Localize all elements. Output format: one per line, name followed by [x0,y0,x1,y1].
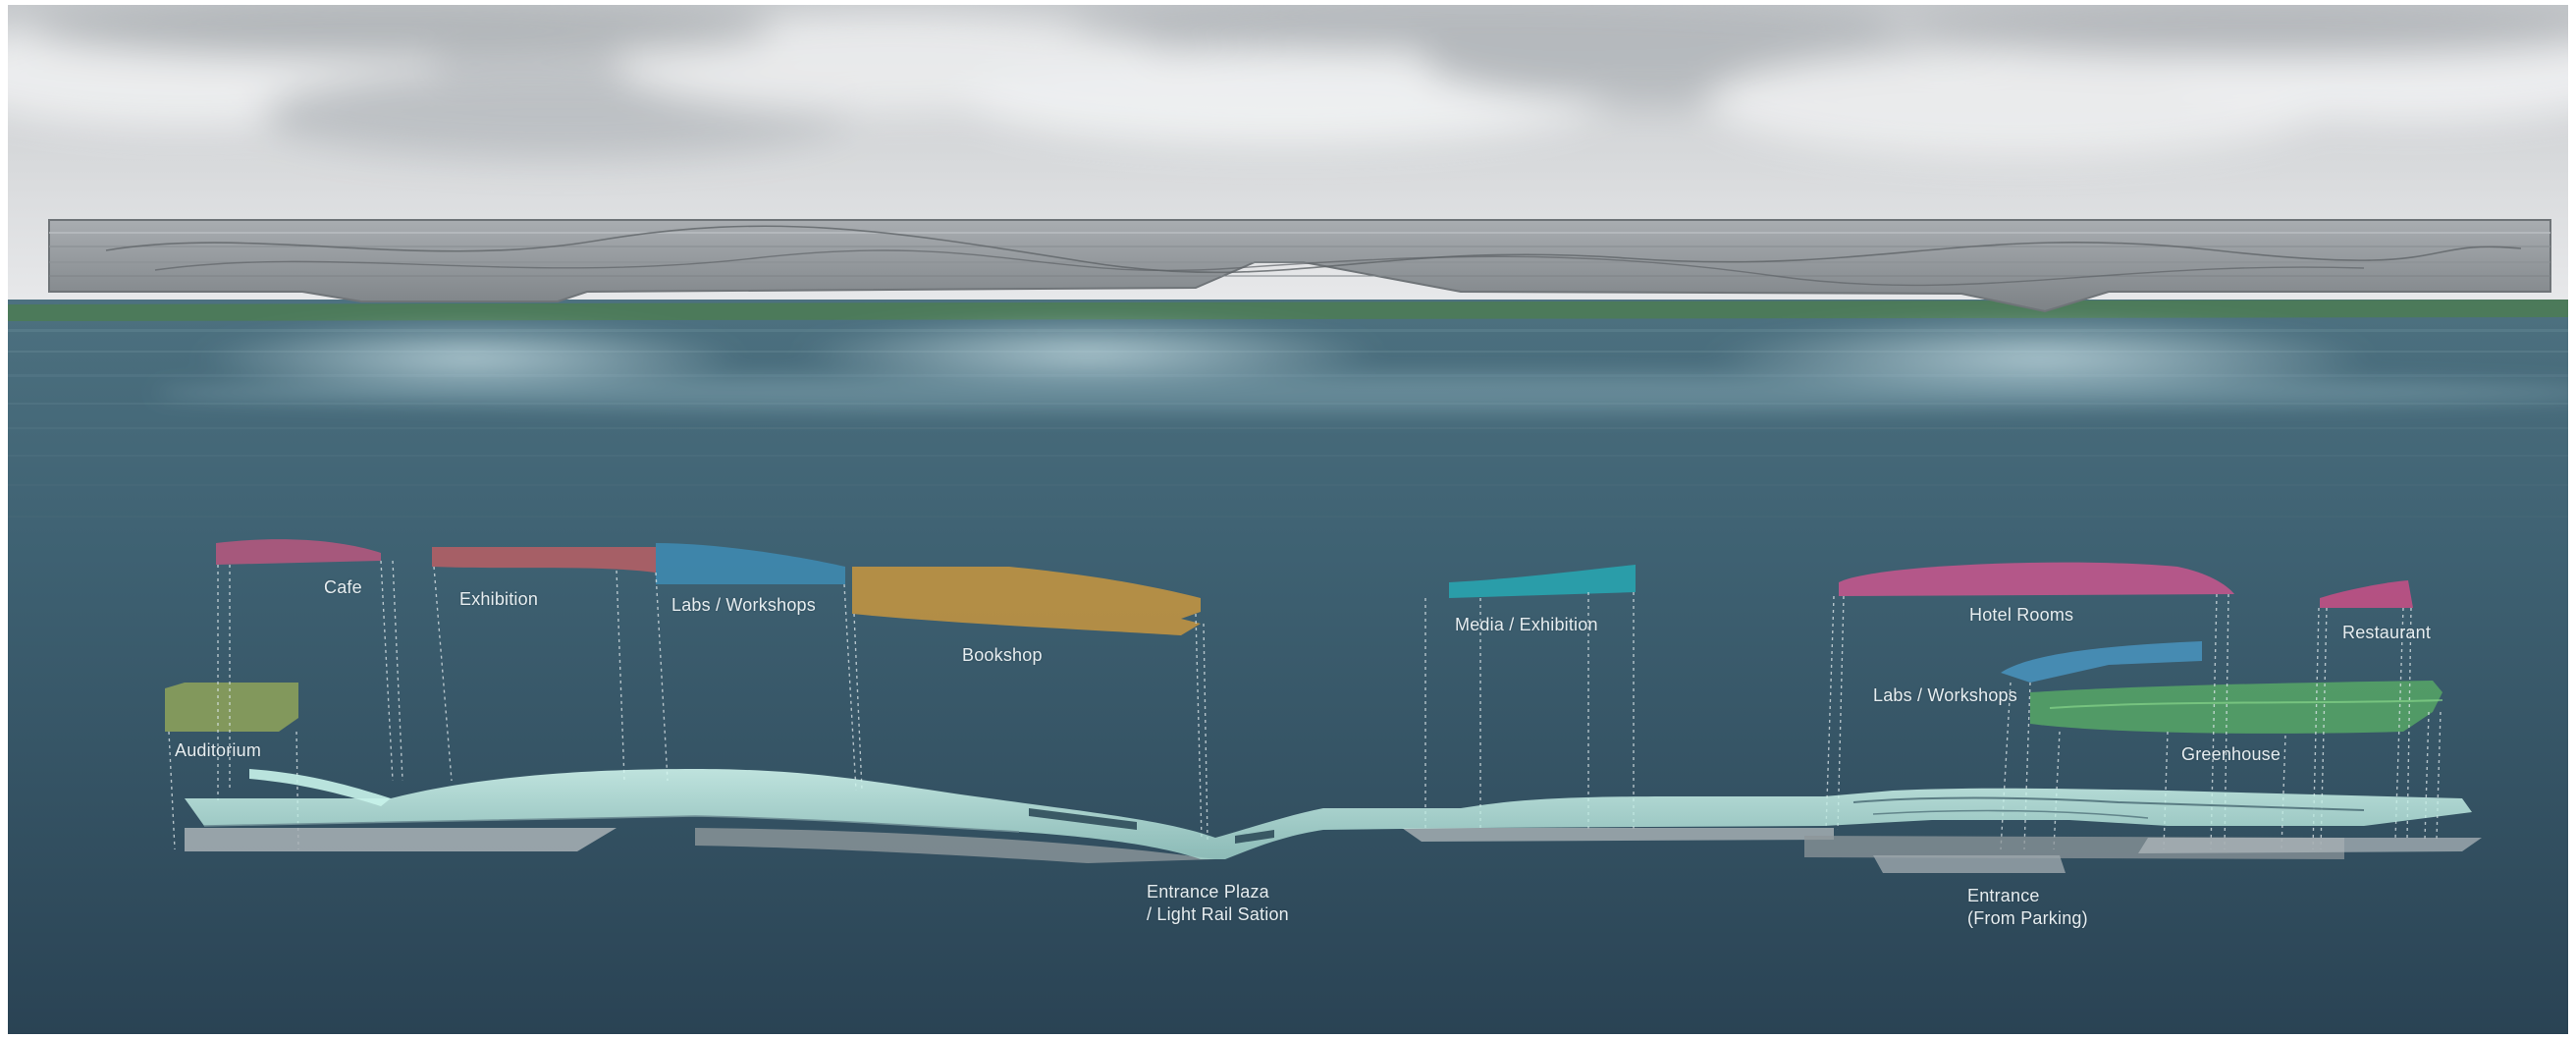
water-background [8,300,2568,1034]
label-entrance-plaza-line2: / Light Rail Sation [1147,904,1289,925]
label-auditorium: Auditorium [175,740,262,760]
labs-left-block [656,543,845,584]
label-labs-workshops-left: Labs / Workshops [671,595,816,615]
cafe-block [216,539,381,565]
label-entrance-parking-line2: (From Parking) [1967,908,2088,929]
section-diagram: Cafe Exhibition Labs / Workshops Booksho… [8,5,2568,1034]
greenhouse-block [2030,681,2442,734]
clouds [8,5,2568,157]
label-entrance-parking-line1: Entrance [1967,886,2040,905]
media-block [1449,565,1636,598]
label-labs-workshops-right: Labs / Workshops [1873,685,2017,705]
diagram-canvas [8,5,2568,1034]
label-restaurant: Restaurant [2342,623,2432,642]
label-media-exhibition: Media / Exhibition [1455,615,1598,634]
hotel-block [1839,562,2234,596]
label-entrance-parking: Entrance (From Parking) [1967,885,2088,931]
label-cafe: Cafe [324,577,362,597]
label-entrance-plaza: Entrance Plaza / Light Rail Sation [1147,881,1289,927]
bridge-elevation [48,219,2551,313]
label-entrance-plaza-line1: Entrance Plaza [1147,882,1269,902]
labs-right-block [2001,641,2202,683]
program-blocks [165,539,2443,734]
exhibition-block [432,547,656,573]
bookshop-block [852,567,1201,635]
ground-strip [8,300,2568,321]
label-hotel-rooms: Hotel Rooms [1969,605,2074,625]
circulation-deck [185,769,2482,873]
label-exhibition: Exhibition [459,589,539,609]
label-bookshop: Bookshop [962,645,1043,665]
auditorium-block [165,683,298,732]
label-greenhouse: Greenhouse [2181,744,2281,764]
restaurant-block [2320,580,2413,608]
water-glows [155,315,2568,412]
